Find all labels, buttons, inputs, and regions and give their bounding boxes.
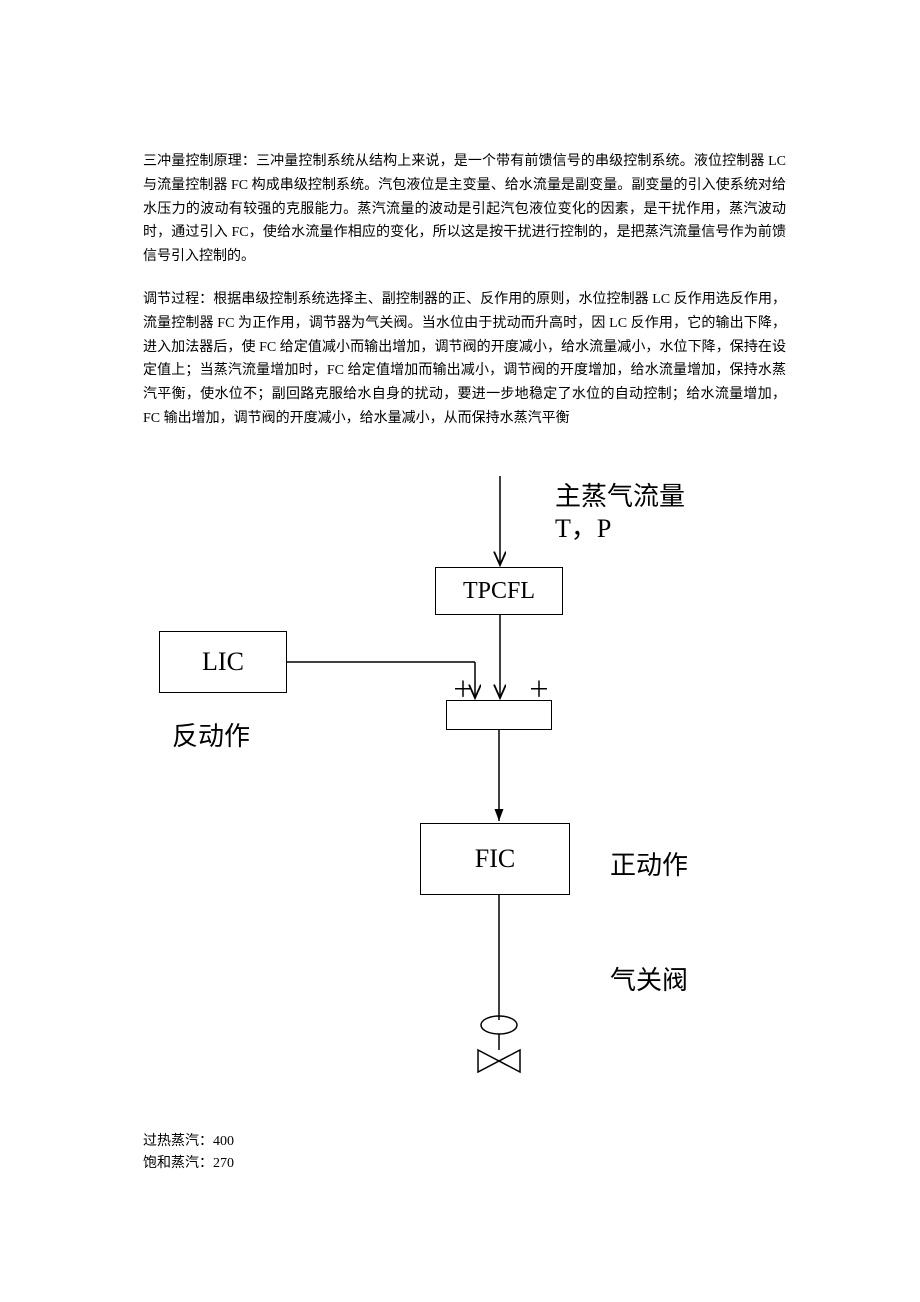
fic-note: 正动作 [610,845,688,882]
footer-saturated: 饱和蒸汽：270 [143,1152,543,1176]
valve-note: 气关阀 [610,960,688,997]
lic-note: 反动作 [172,716,250,753]
control-diagram-lines [0,0,920,1302]
tpcfl-label: TPCFL [463,578,535,605]
steam-flow-label-line2: T，P [555,508,611,545]
fic-label: FIC [475,844,515,874]
lic-block: LIC [159,631,287,693]
fic-block: FIC [420,823,570,895]
tpcfl-block: TPCFL [435,567,563,615]
lic-label: LIC [202,647,244,677]
footer-superheated: 过热蒸汽：400 [143,1130,543,1154]
summer-block [446,700,552,730]
summer-plus-left: ＋ [452,672,474,704]
summer-plus-right: ＋ [528,672,550,704]
